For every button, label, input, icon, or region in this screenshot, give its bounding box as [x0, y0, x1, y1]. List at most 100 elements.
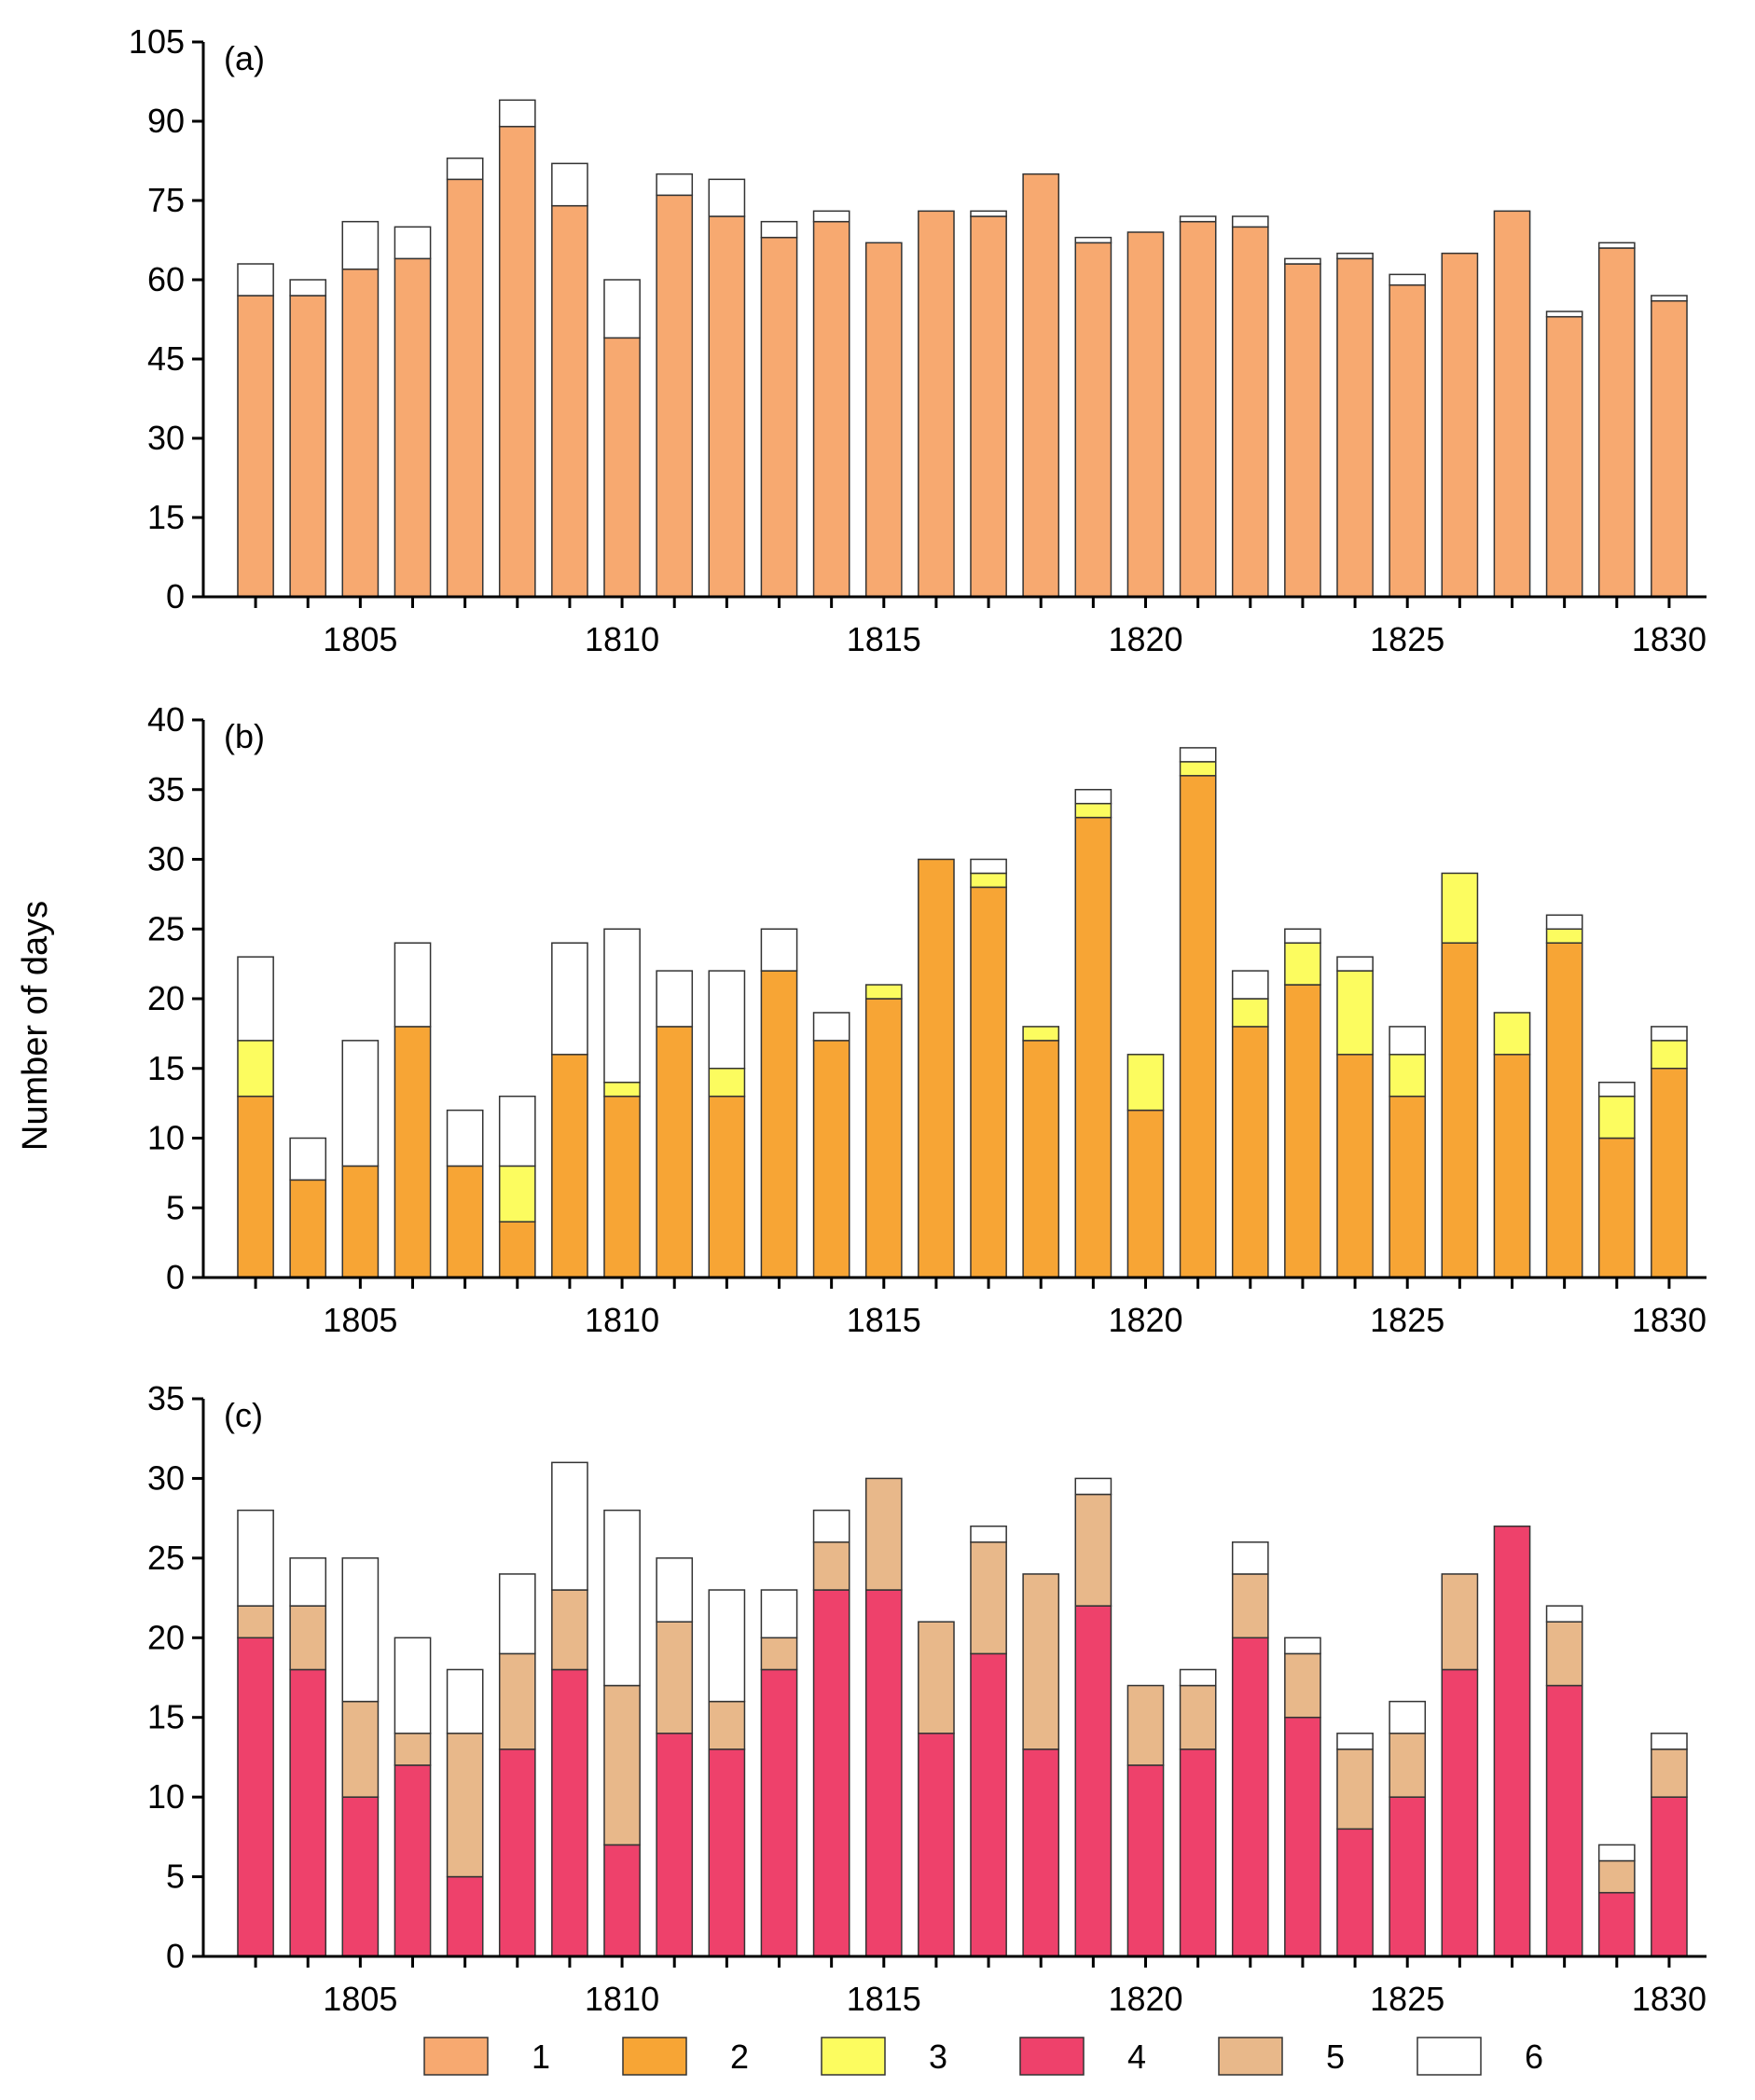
legend-label: 4 — [1127, 2038, 1146, 2076]
bar-segment-4-1808 — [498, 1748, 536, 1957]
x-tick-label: 1805 — [323, 620, 397, 658]
bar-segment-3-1829 — [1597, 1095, 1636, 1140]
bar-segment-3-1810 — [603, 1081, 641, 1098]
bar-segment-5-1804 — [289, 1605, 327, 1671]
bar-segment-5-1818 — [1022, 1573, 1060, 1750]
bar-segment-3-1827 — [1493, 1012, 1531, 1056]
bar-segment-4-1807 — [446, 1875, 484, 1957]
legend-item-5: 5 — [1218, 2037, 1345, 2076]
bar-segment-3-1823 — [1284, 942, 1321, 986]
bar-segment-6-1811 — [656, 173, 694, 197]
legend-swatch — [423, 2037, 489, 2076]
bar-segment-6-1813 — [760, 220, 798, 239]
bar-segment-4-1817 — [970, 1652, 1007, 1957]
y-tick-label: 20 — [147, 979, 185, 1017]
bar-segment-6-1812 — [708, 178, 746, 217]
y-tick-label: 20 — [147, 1618, 185, 1656]
bar-segment-2-1830 — [1651, 1068, 1688, 1278]
bar-segment-2-1804 — [289, 1179, 327, 1278]
bar-segment-2-1806 — [394, 1026, 432, 1278]
y-tick-label: 35 — [147, 770, 185, 808]
bar-segment-5-1821 — [1179, 1684, 1217, 1750]
bar-segment-6-1809 — [551, 942, 588, 1056]
y-tick-label: 90 — [147, 102, 185, 140]
legend-swatch — [1218, 2037, 1283, 2076]
bar-segment-6-1829 — [1597, 242, 1636, 249]
bar-segment-1-1808 — [498, 125, 536, 598]
legend-swatch — [1019, 2037, 1085, 2076]
bar-segment-2-1825 — [1389, 1095, 1427, 1278]
legend-item-2: 2 — [622, 2037, 749, 2076]
bar-segment-6-1814 — [812, 210, 850, 223]
bar-segment-2-1823 — [1284, 984, 1321, 1278]
bar-segment-6-1825 — [1389, 1700, 1427, 1734]
bar-segment-6-1810 — [603, 1509, 641, 1687]
bar-segment-2-1805 — [341, 1165, 380, 1278]
bar-segment-6-1808 — [498, 99, 536, 128]
bar-segment-5-1812 — [708, 1700, 746, 1750]
y-tick-label: 0 — [166, 1258, 185, 1296]
bar-segment-3-1812 — [708, 1068, 746, 1098]
bar-segment-6-1804 — [289, 279, 327, 297]
bar-segment-1-1814 — [812, 220, 850, 598]
y-tick-label: 15 — [147, 1049, 185, 1087]
x-tick-label: 1810 — [585, 1301, 659, 1339]
bar-segment-3-1808 — [498, 1165, 536, 1223]
y-tick-label: 5 — [166, 1188, 185, 1226]
bar-segment-1-1807 — [446, 178, 484, 598]
x-tick-label: 1830 — [1632, 1301, 1707, 1339]
bar-segment-5-1828 — [1545, 1621, 1583, 1687]
bar-segment-6-1810 — [603, 928, 641, 1084]
y-tick-label: 5 — [166, 1858, 185, 1896]
bar-segment-4-1806 — [394, 1764, 432, 1957]
bar-segment-5-1825 — [1389, 1733, 1427, 1798]
bar-segment-4-1810 — [603, 1844, 641, 1957]
bar-segment-6-1809 — [551, 162, 588, 207]
bar-segment-2-1826 — [1441, 942, 1479, 1278]
bar-segment-6-1814 — [812, 1012, 850, 1042]
bar-segment-6-1813 — [760, 1589, 798, 1639]
bar-segment-3-1818 — [1022, 1026, 1060, 1042]
bar-segment-3-1820 — [1126, 1054, 1165, 1112]
bar-segment-2-1803 — [237, 1095, 274, 1278]
bar-segment-4-1827 — [1493, 1525, 1531, 1957]
bar-segment-6-1822 — [1231, 970, 1269, 1000]
bar-segment-6-1806 — [394, 1637, 432, 1734]
x-tick-label: 1820 — [1108, 1301, 1182, 1339]
y-tick-label: 30 — [147, 419, 185, 457]
y-tick-label: 10 — [147, 1777, 185, 1816]
bar-segment-1-1830 — [1651, 299, 1688, 598]
bar-segment-5-1822 — [1231, 1573, 1269, 1639]
bar-segment-5-1819 — [1074, 1493, 1112, 1607]
bar-segment-5-1803 — [237, 1605, 274, 1639]
bar-segment-6-1828 — [1545, 914, 1583, 930]
bar-segment-1-1819 — [1074, 242, 1112, 598]
bar-segment-6-1829 — [1597, 1081, 1636, 1098]
legend-label: 2 — [730, 2038, 749, 2076]
bar-segment-6-1808 — [498, 1095, 536, 1167]
bar-segment-4-1813 — [760, 1668, 798, 1957]
y-tick-label: 15 — [147, 1698, 185, 1736]
bar-segment-6-1805 — [341, 1557, 380, 1703]
bar-segment-2-1820 — [1126, 1109, 1165, 1278]
bar-segment-2-1821 — [1179, 775, 1217, 1278]
bar-segment-2-1815 — [864, 998, 903, 1278]
bar-segment-5-1824 — [1336, 1748, 1374, 1831]
bar-segment-1-1813 — [760, 236, 798, 598]
bar-segment-6-1819 — [1074, 1477, 1112, 1496]
bar-segment-2-1813 — [760, 970, 798, 1278]
bar-segment-2-1808 — [498, 1221, 536, 1278]
legend-swatch — [622, 2037, 687, 2076]
bar-segment-4-1826 — [1441, 1668, 1479, 1957]
bar-segment-6-1819 — [1074, 789, 1112, 805]
bar-segment-4-1805 — [341, 1796, 380, 1957]
bar-segment-6-1830 — [1651, 1733, 1688, 1750]
bar-segment-6-1811 — [656, 970, 694, 1028]
legend-swatch — [1416, 2037, 1482, 2076]
bar-segment-5-1816 — [918, 1621, 955, 1734]
bar-segment-6-1821 — [1179, 215, 1217, 223]
bar-segment-3-1828 — [1545, 928, 1583, 944]
bar-segment-2-1822 — [1231, 1026, 1269, 1278]
bar-segment-4-1804 — [289, 1668, 327, 1957]
bar-segment-4-1821 — [1179, 1748, 1217, 1957]
